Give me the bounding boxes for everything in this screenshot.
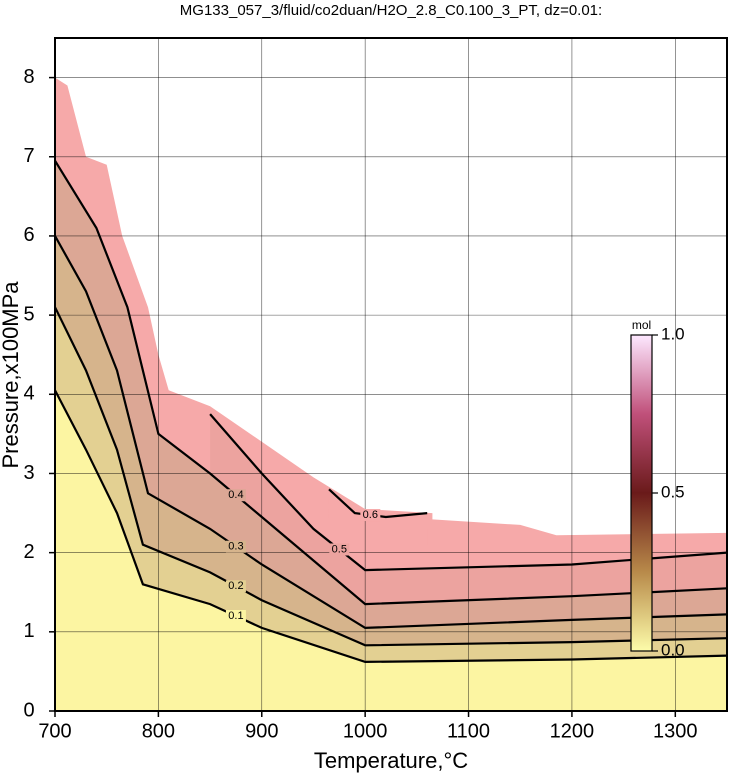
x-tick-label: 900 — [245, 720, 278, 742]
contour-label: 0.4 — [228, 489, 243, 501]
contour-label-bg — [329, 543, 350, 556]
x-tick-label: 1100 — [447, 720, 490, 742]
contour-label-bg — [225, 489, 246, 502]
contour-label-bg — [225, 609, 246, 622]
contour-label-bg — [225, 540, 246, 553]
x-axis-label: Temperature,°C — [314, 748, 468, 773]
y-tick-label: 1 — [23, 620, 34, 642]
y-tick-label: 7 — [23, 145, 34, 167]
y-tick-label: 2 — [23, 541, 34, 563]
colorbar-tick-label: 0.0 — [661, 640, 685, 659]
contour-label-bg — [360, 509, 381, 522]
contour-label: 0.2 — [228, 580, 243, 592]
x-tick-label: 1000 — [343, 720, 388, 742]
y-tick-label: 3 — [23, 462, 34, 484]
y-tick-label: 4 — [23, 383, 34, 405]
contour-label: 0.3 — [228, 541, 243, 553]
contour-line — [54, 306, 728, 647]
y-tick-label: 8 — [23, 66, 34, 88]
chart-title: MG133_057_3/fluid/co2duan/H2O_2.8_C0.100… — [180, 2, 602, 19]
contour-band — [55, 390, 727, 711]
y-tick-label: 6 — [23, 224, 34, 246]
colorbar — [630, 334, 653, 652]
contour-label-bg — [225, 580, 246, 593]
contour-label: 0.5 — [332, 543, 347, 555]
x-tick-label: 700 — [38, 720, 71, 742]
x-tick-label: 1300 — [653, 720, 698, 742]
colorbar-label: mol — [632, 318, 651, 332]
colorbar-tick-label: 0.5 — [661, 482, 685, 501]
x-tick-label: 1200 — [550, 720, 595, 742]
y-tick-label: 0 — [23, 699, 34, 721]
contour-line — [54, 235, 728, 630]
y-axis-label: Pressure,x100MPa — [0, 281, 23, 469]
colorbar-tick-label: 1.0 — [661, 324, 685, 343]
contour-label: 0.1 — [228, 610, 243, 622]
x-tick-label: 800 — [142, 720, 175, 742]
y-tick-label: 5 — [23, 303, 34, 325]
contour-line — [54, 160, 728, 606]
contour-label: 0.6 — [363, 509, 378, 521]
contour-line — [54, 389, 728, 664]
plot-frame — [54, 37, 728, 712]
